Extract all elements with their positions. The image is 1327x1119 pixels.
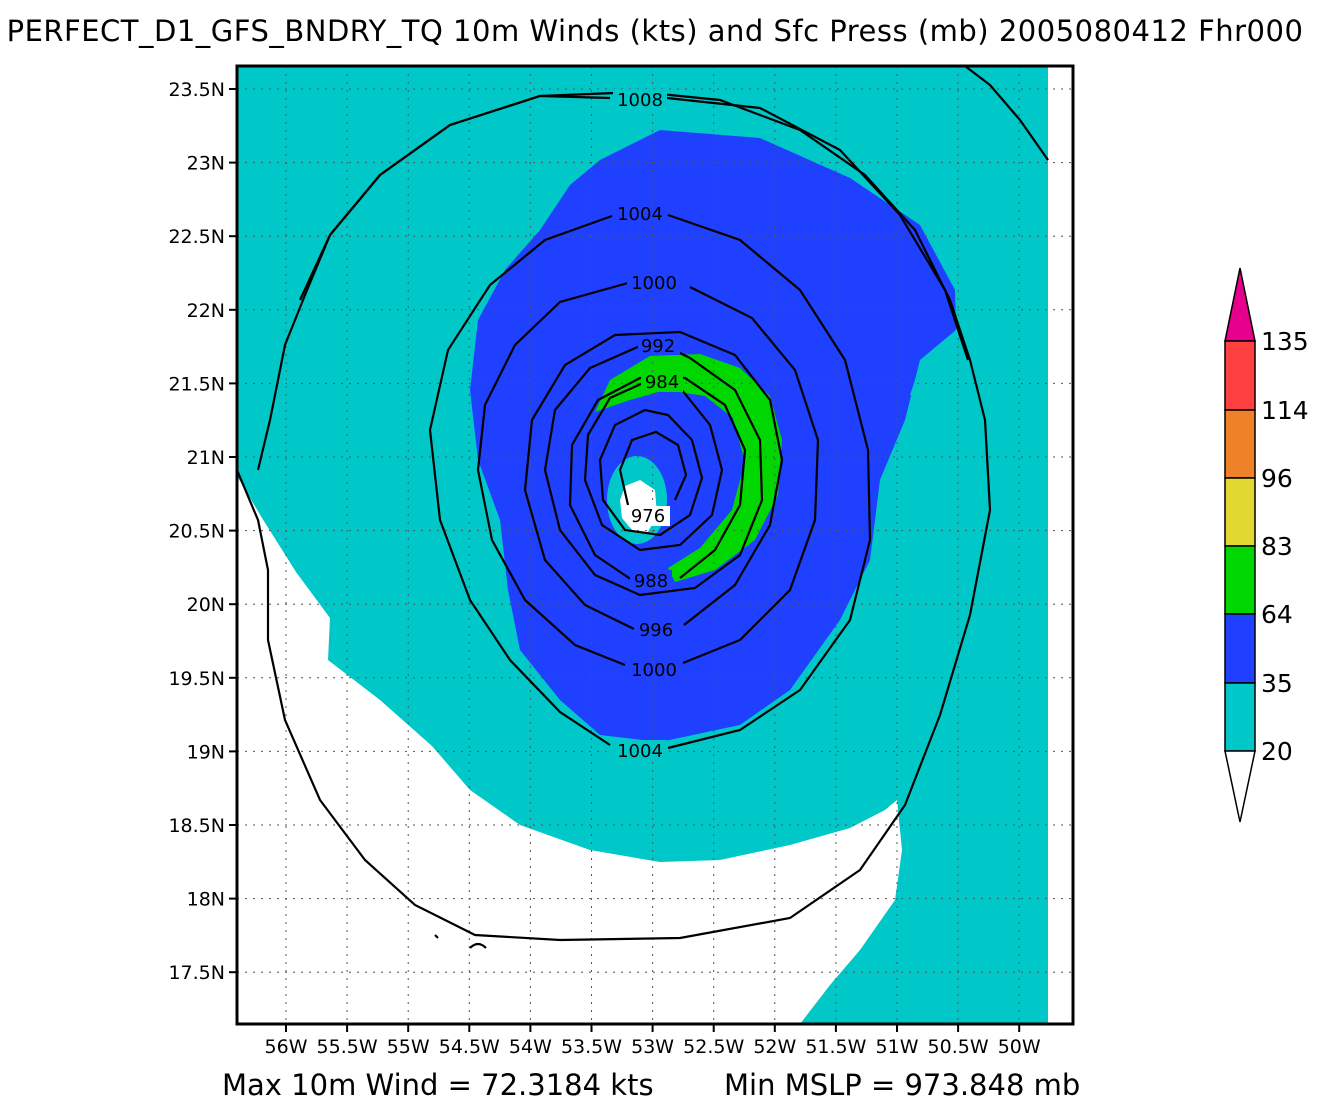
colorbar-bin-83-96	[1224, 477, 1256, 547]
isobar-996	[523, 330, 784, 630]
wind-field-64-83	[595, 354, 782, 582]
wind-field-below-20	[237, 476, 902, 1024]
lon-tick-label: 56W	[265, 1036, 308, 1058]
isobar-labels: 1008 1004 1004 1000 1000 996 992 988 984…	[613, 89, 683, 762]
isobar-label: 996	[639, 620, 673, 641]
wind-notch	[910, 330, 956, 395]
lat-tick-label: 17.5N	[168, 962, 225, 984]
colorbar-cap-bottom	[1224, 750, 1256, 823]
isobar-984	[583, 381, 724, 552]
lat-tick-label: 23.5N	[168, 79, 225, 101]
lon-tick-label: 52W	[753, 1036, 796, 1058]
colorbar-bin-35-64	[1224, 613, 1256, 684]
isobar-label: 992	[641, 336, 675, 357]
lon-tick-label: 54W	[509, 1036, 552, 1058]
lat-tick-label: 22.5N	[168, 226, 225, 248]
lon-tick-label: 50W	[998, 1036, 1041, 1058]
lat-tick-label: 21.5N	[168, 373, 225, 395]
isobar-992	[543, 344, 764, 597]
isobar-1004-outer	[434, 934, 487, 949]
colorbar-label: 96	[1261, 464, 1293, 493]
lon-tick-label: 55.5W	[317, 1036, 378, 1058]
colorbar: 135 114 96 83 64 35 20	[1224, 267, 1309, 823]
colorbar-bin-64-83	[1224, 545, 1256, 615]
isobar-northeast	[964, 66, 1049, 161]
isobar-label: 1000	[631, 660, 677, 681]
unshaded-strip	[1048, 66, 1073, 1024]
longitude-axis: 56W 55.5W 55W 54.5W 54W 53.5W 53W 52.5W 52W 51.5W…	[265, 1024, 1041, 1058]
isobar-976	[618, 430, 688, 506]
lon-tick-label: 51.5W	[805, 1036, 866, 1058]
isobar-980	[598, 408, 704, 537]
lon-tick-label: 53.5W	[561, 1036, 622, 1058]
colorbar-bin-20-35	[1224, 682, 1256, 752]
colorbar-label: 135	[1261, 327, 1309, 356]
isobar-1008	[299, 94, 970, 361]
colorbar-label: 114	[1261, 396, 1309, 425]
lat-tick-label: 18N	[187, 889, 225, 911]
lon-tick-label: 54.5W	[439, 1036, 500, 1058]
plot-frame	[235, 64, 1075, 1026]
max-wind-readout: Max 10m Wind = 72.3184 kts	[222, 1068, 654, 1102]
lat-tick-label: 22N	[187, 300, 225, 322]
colorbar-label: 83	[1261, 532, 1293, 561]
lat-tick-label: 21N	[187, 447, 225, 469]
isobar-label: 1004	[617, 741, 663, 762]
lat-tick-label: 20.5N	[168, 521, 225, 543]
isobar-label: 984	[645, 372, 679, 393]
lon-tick-label: 55W	[387, 1036, 430, 1058]
isobar-1004	[428, 213, 872, 750]
colorbar-cap-top	[1224, 267, 1256, 342]
colorbar-bin-114-135	[1224, 340, 1256, 411]
lat-tick-label: 23N	[187, 153, 225, 175]
colorbar-label: 35	[1261, 669, 1293, 698]
lat-tick-label: 18.5N	[168, 815, 225, 837]
isobar-label: 1004	[617, 204, 663, 225]
colorbar-label: 20	[1261, 737, 1293, 766]
latitude-axis: 23.5N 23N 22.5N 22N 21.5N 21N 20.5N 20N 19.5N 19N…	[168, 79, 237, 984]
isobar-label: 976	[631, 506, 665, 527]
colorbar-label: 64	[1261, 600, 1293, 629]
lat-tick-label: 19.5N	[168, 668, 225, 690]
lat-tick-label: 20N	[187, 594, 225, 616]
min-mslp-readout: Min MSLP = 973.848 mb	[724, 1068, 1081, 1102]
lon-tick-label: 53W	[631, 1036, 674, 1058]
chart-title: PERFECT_D1_GFS_BNDRY_TQ 10m Winds (kts) …	[6, 14, 1304, 48]
isobar-label: 988	[634, 571, 668, 592]
lat-tick-label: 19N	[187, 741, 225, 763]
lon-tick-label: 52.5W	[683, 1036, 744, 1058]
isobar-label: 1008	[617, 90, 663, 111]
isobar-1000	[476, 281, 820, 667]
lon-tick-label: 50.5W	[928, 1036, 989, 1058]
colorbar-bin-96-114	[1224, 409, 1256, 479]
lon-tick-label: 51W	[876, 1036, 919, 1058]
isobar-label: 1000	[631, 273, 677, 294]
